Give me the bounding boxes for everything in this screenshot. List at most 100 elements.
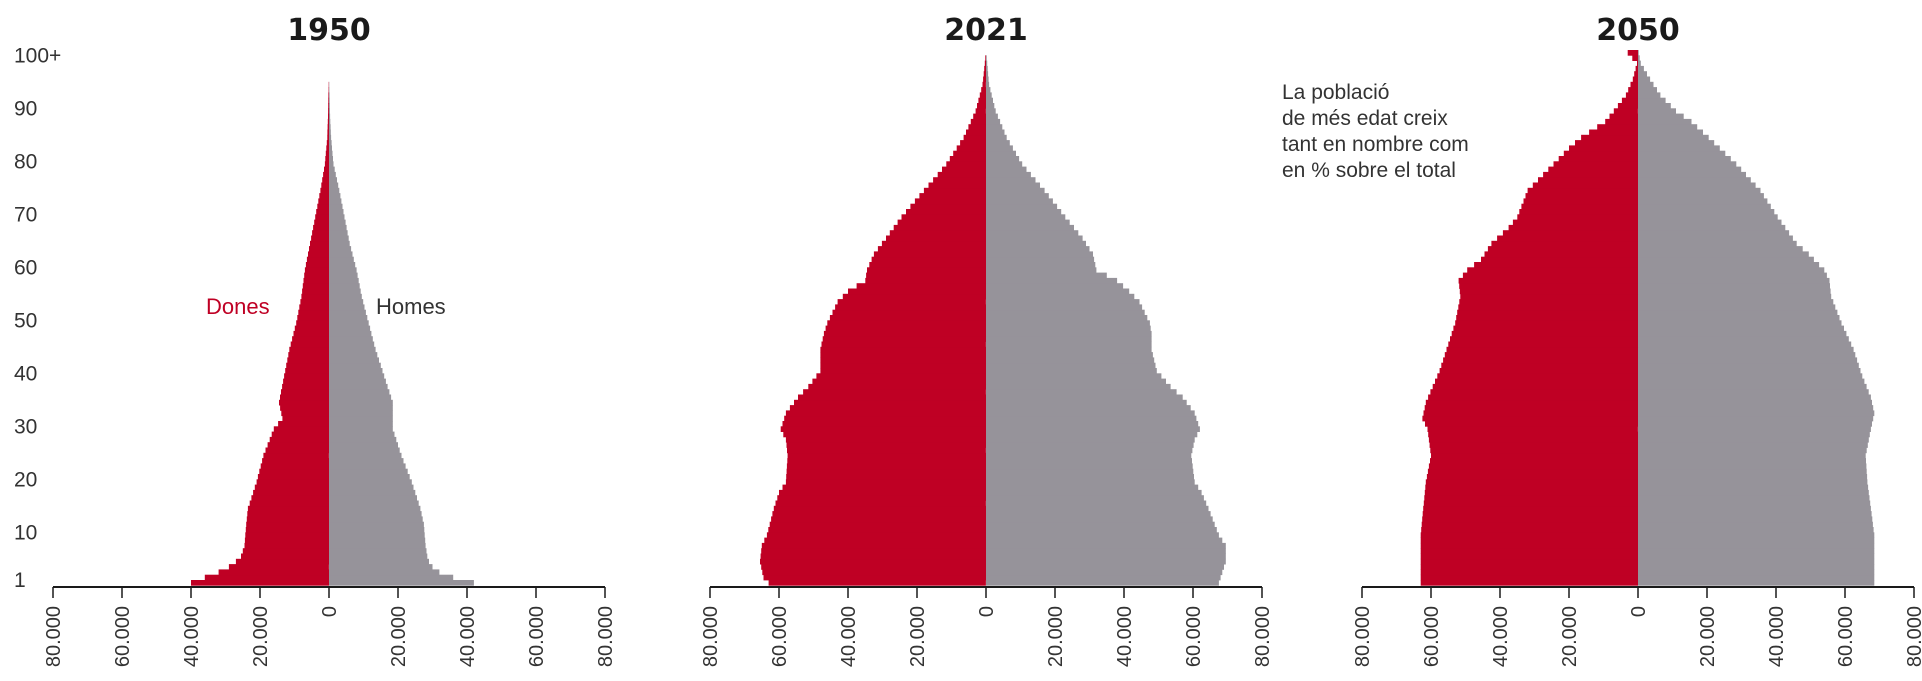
- women-bar: [960, 140, 986, 146]
- women-bar: [1563, 150, 1638, 157]
- men-bar: [329, 219, 346, 226]
- women-bar: [910, 203, 986, 210]
- women-bar: [304, 267, 329, 273]
- women-bar: [1421, 527, 1638, 533]
- men-bar: [329, 468, 408, 475]
- pyramid-panels: 1950 80.000 60.000 40.000 20.000 0 20.000 40.00…: [43, 13, 1922, 667]
- men-bar: [329, 458, 404, 464]
- women-bar: [820, 357, 986, 364]
- women-bar: [267, 442, 329, 448]
- women-bar: [1451, 330, 1638, 337]
- women-bar: [768, 527, 986, 533]
- women-bar: [1441, 362, 1638, 369]
- women-bar: [785, 479, 986, 485]
- women-bar: [1605, 118, 1638, 125]
- men-bar: [1638, 553, 1875, 560]
- men-bar: [1638, 537, 1875, 544]
- women-bar: [1428, 436, 1638, 443]
- women-bar: [312, 230, 329, 236]
- men-bar: [986, 447, 1193, 454]
- women-bar: [256, 479, 330, 485]
- women-bar: [1512, 219, 1638, 226]
- men-bar: [1638, 394, 1871, 401]
- men-bar: [986, 431, 1198, 438]
- men-bar: [986, 299, 1140, 305]
- women-bar: [1637, 60, 1638, 67]
- men-bar: [329, 410, 393, 417]
- women-bar: [228, 564, 329, 570]
- men-bar: [986, 352, 1153, 358]
- men-bar: [1638, 495, 1870, 501]
- women-bar: [1548, 166, 1638, 173]
- women-bar: [314, 219, 329, 226]
- men-bar: [986, 405, 1191, 411]
- women-bar: [328, 97, 329, 104]
- women-bar: [1581, 134, 1638, 141]
- women-bar: [323, 171, 329, 178]
- panel-title: 2050: [1596, 13, 1680, 48]
- men-bar: [329, 516, 423, 523]
- women-bar: [1521, 203, 1638, 210]
- men-bar: [329, 352, 378, 358]
- men-bar: [1638, 410, 1875, 417]
- men-bar: [329, 171, 336, 178]
- men-bar: [986, 118, 1001, 125]
- value-tick-label: 20.000: [1559, 606, 1581, 667]
- women-bar: [782, 421, 986, 427]
- men-bar: [329, 500, 419, 507]
- men-bar: [1638, 479, 1868, 485]
- men-bar: [1638, 352, 1856, 358]
- women-bar: [263, 452, 329, 459]
- women-bar: [191, 580, 329, 586]
- men-bar: [1638, 574, 1875, 581]
- men-bar: [329, 569, 440, 576]
- women-bar: [1424, 489, 1638, 496]
- women-bar: [327, 134, 329, 141]
- women-bar: [282, 383, 329, 390]
- women-bar: [773, 505, 986, 512]
- men-bar: [1638, 87, 1657, 93]
- men-bar: [1638, 569, 1875, 576]
- men-bar: [1638, 156, 1731, 162]
- men-bar: [329, 330, 372, 337]
- men-bar: [329, 394, 392, 401]
- men-bar: [329, 489, 416, 496]
- women-bar: [242, 548, 330, 554]
- women-bar: [937, 171, 986, 178]
- women-bar: [247, 511, 329, 517]
- women-bar: [893, 224, 986, 231]
- men-bar: [986, 304, 1143, 311]
- men-bar: [986, 171, 1031, 178]
- women-bar: [303, 277, 329, 284]
- women-bar: [762, 569, 986, 576]
- women-bar: [1634, 71, 1638, 77]
- women-bar: [973, 113, 986, 120]
- men-bar: [1638, 500, 1871, 507]
- men-bar: [329, 553, 428, 560]
- women-bar: [1481, 256, 1638, 263]
- value-tick-label: 40.000: [838, 606, 860, 667]
- men-bar: [329, 182, 339, 189]
- men-bar: [1638, 368, 1861, 374]
- women-bar: [827, 320, 986, 326]
- men-bar: [986, 320, 1150, 326]
- men-bar: [986, 495, 1204, 501]
- women-bar: [933, 177, 986, 183]
- women-bar: [298, 309, 329, 316]
- women-bar: [308, 251, 329, 258]
- women-bar: [1487, 246, 1638, 252]
- women-bar: [1420, 548, 1638, 554]
- men-bar: [986, 76, 989, 83]
- women-bar: [1569, 145, 1638, 152]
- men-bar: [329, 92, 330, 99]
- women-bar: [786, 442, 986, 448]
- women-bar: [1425, 484, 1638, 491]
- women-bar: [786, 463, 986, 470]
- men-bar: [986, 87, 991, 93]
- women-bar: [760, 558, 986, 565]
- value-tick-label: 80.000: [1904, 606, 1922, 667]
- women-bar: [820, 346, 986, 353]
- women-bar: [1450, 336, 1638, 342]
- women-bar: [786, 468, 986, 475]
- men-bar: [329, 203, 343, 210]
